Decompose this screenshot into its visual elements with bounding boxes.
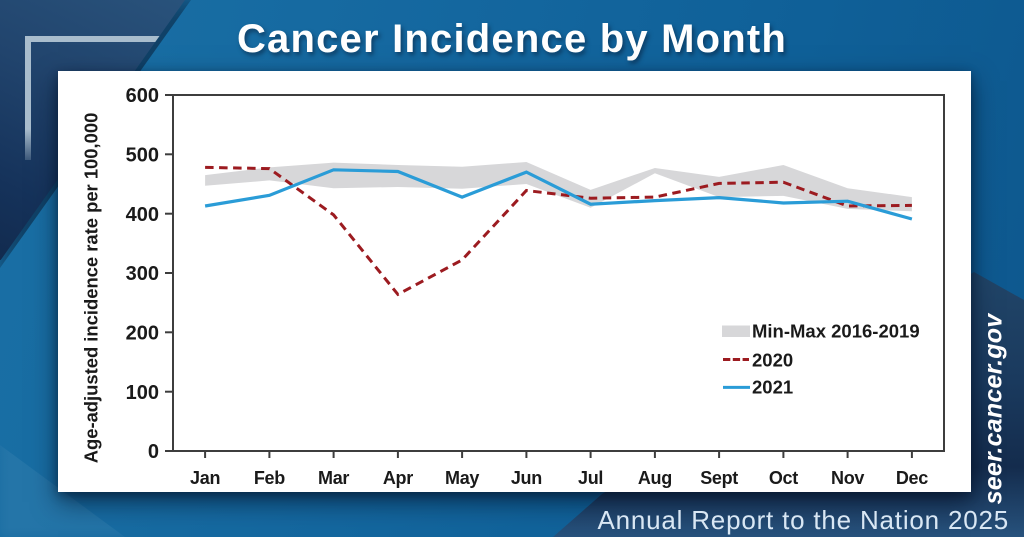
svg-text:May: May xyxy=(445,468,479,488)
svg-text:Dec: Dec xyxy=(896,468,928,488)
svg-text:100: 100 xyxy=(126,382,159,404)
svg-text:Apr: Apr xyxy=(383,468,413,488)
svg-text:Aug: Aug xyxy=(638,468,672,488)
svg-text:Jul: Jul xyxy=(578,468,603,488)
svg-text:200: 200 xyxy=(126,323,159,345)
svg-text:0: 0 xyxy=(148,441,159,463)
svg-text:Feb: Feb xyxy=(254,468,285,488)
svg-text:500: 500 xyxy=(126,145,159,167)
svg-text:Mar: Mar xyxy=(318,468,349,488)
svg-text:Min-Max 2016-2019: Min-Max 2016-2019 xyxy=(752,321,920,342)
svg-text:Jun: Jun xyxy=(511,468,542,488)
svg-text:400: 400 xyxy=(126,204,159,226)
svg-text:Oct: Oct xyxy=(769,468,798,488)
svg-text:600: 600 xyxy=(126,85,159,107)
svg-text:2020: 2020 xyxy=(752,349,793,370)
svg-text:2021: 2021 xyxy=(752,377,793,398)
svg-text:Jan: Jan xyxy=(190,468,220,488)
svg-text:Nov: Nov xyxy=(831,468,864,488)
svg-text:Sept: Sept xyxy=(700,468,738,488)
svg-text:Age-adjusted incidence rate pe: Age-adjusted incidence rate per 100,000 xyxy=(81,113,102,464)
svg-text:300: 300 xyxy=(126,263,159,285)
